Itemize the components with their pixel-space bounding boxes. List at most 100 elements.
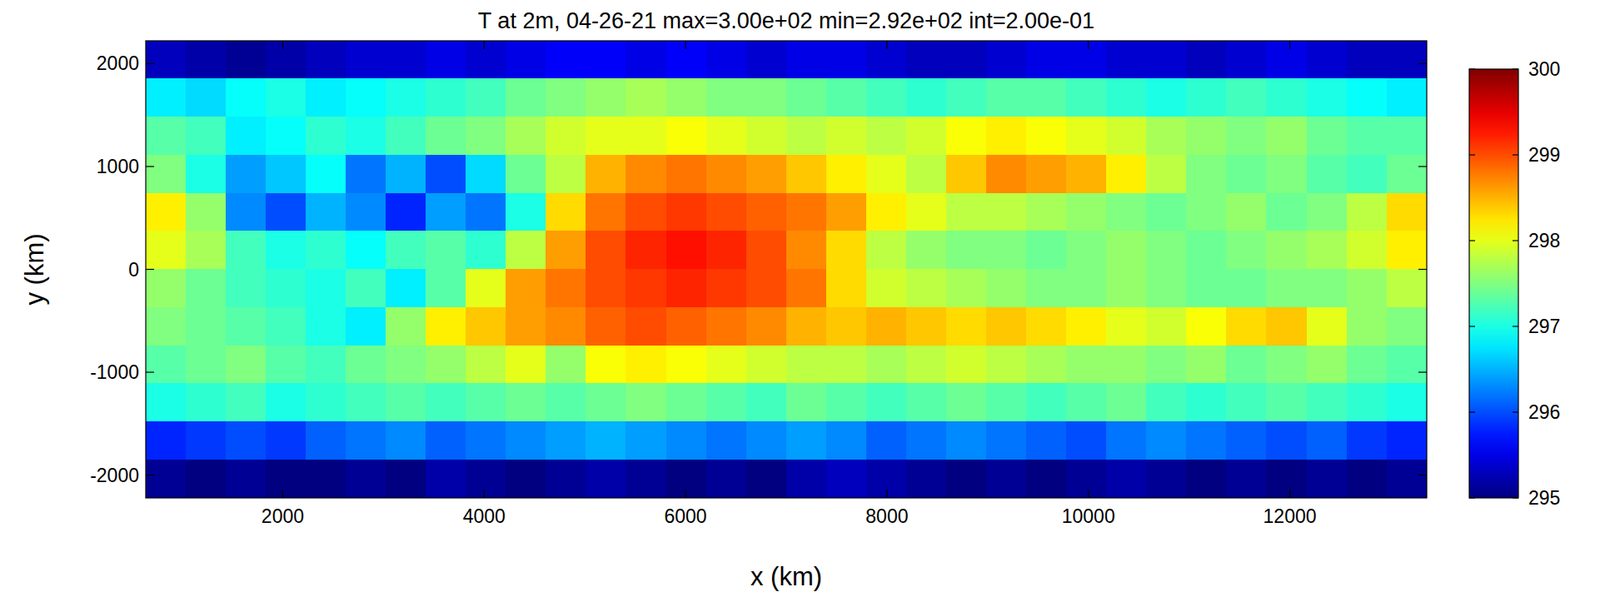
cell xyxy=(585,345,627,384)
cell xyxy=(385,421,427,460)
cell xyxy=(385,383,427,422)
cell xyxy=(625,154,667,194)
cell xyxy=(265,345,307,384)
cell xyxy=(986,78,1027,117)
cell xyxy=(305,421,347,460)
cell xyxy=(906,116,948,155)
cell xyxy=(425,193,467,232)
cell xyxy=(1186,307,1227,346)
cell xyxy=(625,269,667,308)
cell xyxy=(826,230,868,270)
chart: 20004000600080001000012000-2000-10000100… xyxy=(0,0,1600,602)
cell xyxy=(1146,307,1187,346)
colorbar-tick xyxy=(1469,325,1476,327)
cell xyxy=(1226,230,1267,270)
cell xyxy=(505,421,547,460)
cell xyxy=(145,421,186,460)
cell xyxy=(1266,269,1307,308)
cell xyxy=(1346,40,1388,80)
cell xyxy=(305,78,347,117)
cell xyxy=(585,193,627,232)
cell xyxy=(425,269,467,308)
cell xyxy=(1106,116,1147,155)
cell xyxy=(946,269,987,308)
cell xyxy=(1386,230,1427,270)
cell xyxy=(986,193,1027,232)
cell xyxy=(1386,193,1427,232)
cell xyxy=(385,230,427,270)
cell xyxy=(906,307,948,346)
cell xyxy=(1346,459,1388,499)
cell xyxy=(706,78,748,117)
cell xyxy=(786,116,828,155)
cell xyxy=(1266,421,1307,460)
cell xyxy=(1106,345,1147,384)
cell xyxy=(1066,269,1107,308)
colorbar-tick-label: 295 xyxy=(1528,487,1561,509)
cell xyxy=(425,230,467,270)
colorbar-tick-label: 300 xyxy=(1528,58,1561,80)
cell xyxy=(545,459,587,499)
y-tick xyxy=(1418,63,1427,65)
cell xyxy=(1186,383,1227,422)
cell xyxy=(826,383,868,422)
cell xyxy=(1186,40,1227,80)
cell xyxy=(946,78,987,117)
cell xyxy=(1186,78,1227,117)
cell xyxy=(706,230,748,270)
cell xyxy=(305,116,347,155)
x-tick xyxy=(1087,40,1089,50)
cell xyxy=(1266,230,1307,270)
y-tick-label: 1000 xyxy=(96,155,140,178)
cell xyxy=(385,307,427,346)
cell xyxy=(505,230,547,270)
cell xyxy=(666,345,708,384)
cell xyxy=(145,78,186,117)
cell xyxy=(826,193,868,232)
cell xyxy=(706,269,748,308)
cell xyxy=(1106,78,1147,117)
cell xyxy=(225,269,267,308)
cell xyxy=(385,193,427,232)
cell xyxy=(666,78,708,117)
cell xyxy=(986,269,1027,308)
cell xyxy=(1186,345,1227,384)
cell xyxy=(1026,307,1067,346)
y-tick xyxy=(145,63,155,65)
cell xyxy=(866,345,908,384)
cell xyxy=(826,154,868,194)
cell xyxy=(345,421,387,460)
cell xyxy=(866,421,908,460)
cell xyxy=(1266,383,1307,422)
cell xyxy=(1266,193,1307,232)
cell xyxy=(465,78,507,117)
cell xyxy=(305,154,347,194)
x-tick xyxy=(886,489,888,499)
cell xyxy=(666,230,708,270)
cell xyxy=(545,269,587,308)
x-tick xyxy=(483,489,485,499)
cell xyxy=(465,116,507,155)
cell xyxy=(185,459,227,499)
cell xyxy=(706,154,748,194)
cell xyxy=(1026,269,1067,308)
cell xyxy=(786,459,828,499)
cell xyxy=(545,154,587,194)
cell xyxy=(545,78,587,117)
cell xyxy=(385,459,427,499)
cell xyxy=(225,421,267,460)
cell xyxy=(505,193,547,232)
cell xyxy=(1186,459,1227,499)
cell xyxy=(1026,459,1067,499)
cell xyxy=(1026,154,1067,194)
cell xyxy=(866,459,908,499)
cell xyxy=(706,193,748,232)
cell xyxy=(1106,154,1147,194)
cell xyxy=(265,116,307,155)
cell xyxy=(145,383,186,422)
cell xyxy=(225,230,267,270)
x-tick-label: 12000 xyxy=(1263,505,1317,528)
cell xyxy=(906,193,948,232)
cell xyxy=(465,193,507,232)
cell xyxy=(1026,193,1067,232)
